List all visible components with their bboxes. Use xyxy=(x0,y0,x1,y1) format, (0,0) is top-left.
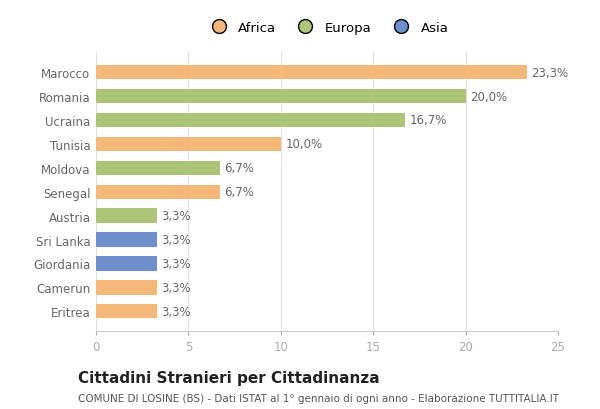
Text: 3,3%: 3,3% xyxy=(161,305,191,318)
Text: 3,3%: 3,3% xyxy=(161,281,191,294)
Text: 3,3%: 3,3% xyxy=(161,257,191,270)
Bar xyxy=(96,90,466,104)
Text: 23,3%: 23,3% xyxy=(531,67,568,79)
Bar xyxy=(96,66,527,80)
Text: 20,0%: 20,0% xyxy=(470,90,508,103)
Bar xyxy=(96,161,220,175)
Text: 6,7%: 6,7% xyxy=(224,186,254,199)
Bar xyxy=(96,256,157,271)
Text: 10,0%: 10,0% xyxy=(286,138,323,151)
Text: 3,3%: 3,3% xyxy=(161,209,191,222)
Bar xyxy=(96,185,220,199)
Bar xyxy=(96,209,157,223)
Bar xyxy=(96,137,281,152)
Text: 3,3%: 3,3% xyxy=(161,234,191,246)
Text: 16,7%: 16,7% xyxy=(409,114,446,127)
Legend: Africa, Europa, Asia: Africa, Europa, Asia xyxy=(202,18,452,39)
Bar xyxy=(96,114,404,128)
Bar xyxy=(96,304,157,319)
Bar xyxy=(96,281,157,295)
Bar xyxy=(96,233,157,247)
Text: COMUNE DI LOSINE (BS) - Dati ISTAT al 1° gennaio di ogni anno - Elaborazione TUT: COMUNE DI LOSINE (BS) - Dati ISTAT al 1°… xyxy=(78,393,559,403)
Text: 6,7%: 6,7% xyxy=(224,162,254,175)
Text: Cittadini Stranieri per Cittadinanza: Cittadini Stranieri per Cittadinanza xyxy=(78,370,380,385)
